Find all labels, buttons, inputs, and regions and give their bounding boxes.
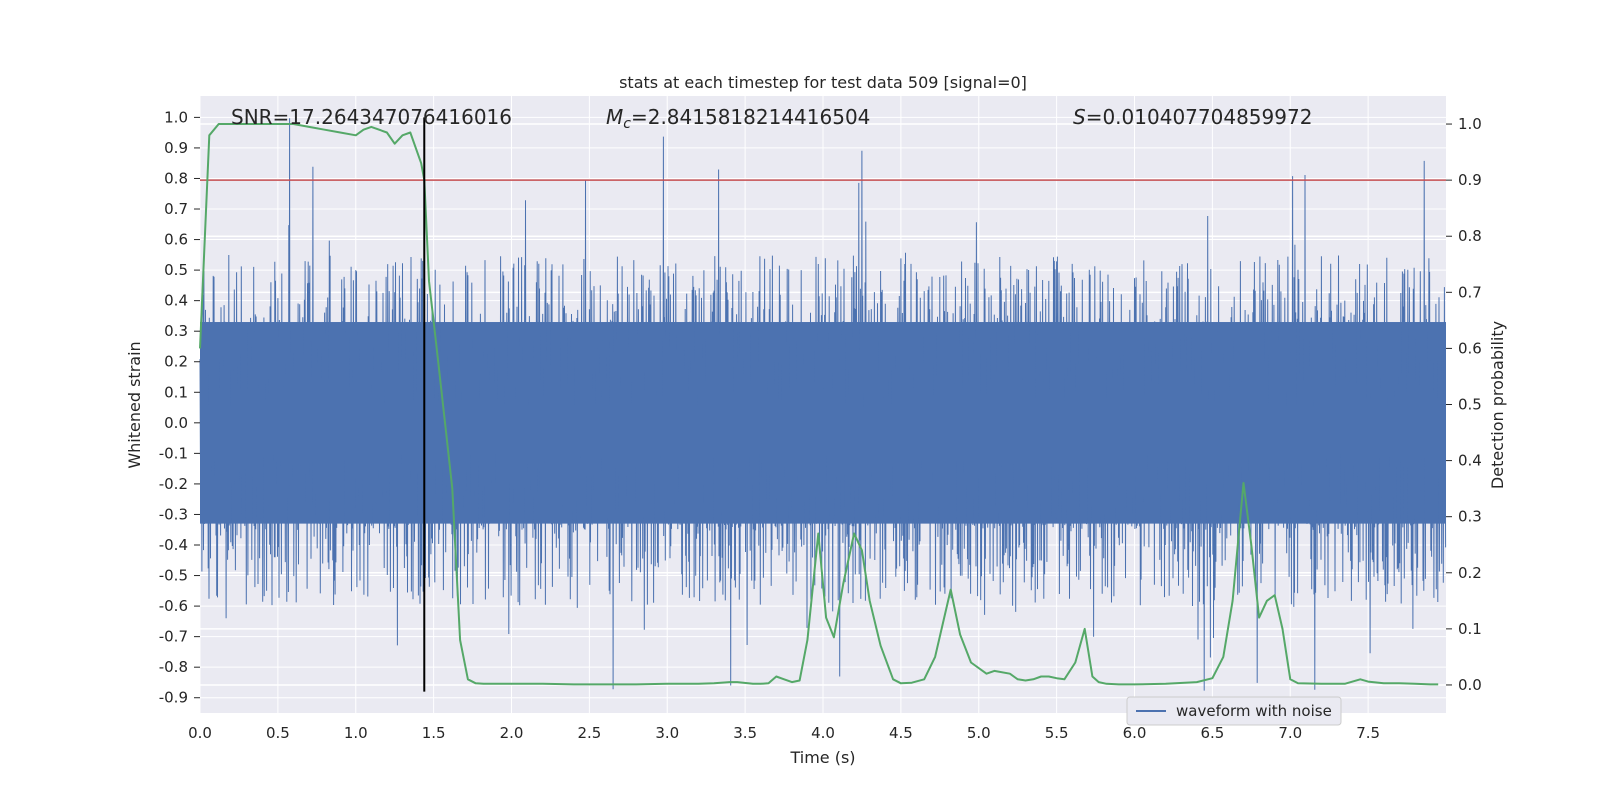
x-tick-label: 7.0 (1278, 724, 1302, 742)
y-tick-label: -0.8 (159, 658, 188, 676)
y2-tick-label: 0.1 (1458, 620, 1482, 638)
legend-label: waveform with noise (1176, 702, 1332, 720)
y2-tick-label: 0.2 (1458, 564, 1482, 582)
probability-layer (199, 123, 1439, 686)
y-tick-label: 1.0 (164, 108, 188, 126)
legend: waveform with noise (1126, 696, 1342, 726)
chirp-mass-symbol: M (606, 105, 623, 129)
tick-labels: 0.0 0.5 1.0 1.5 2.0 2.5 3.0 3.5 4.0 4.5 5.0 5.5 6.0 6… (159, 108, 1482, 742)
y-tick-label: -0.7 (159, 628, 188, 646)
y-axis-label: Whitened strain (125, 341, 144, 468)
y-tick-label: -0.9 (159, 689, 188, 707)
y2-tick-label: 0.3 (1458, 508, 1482, 526)
legend-box (1126, 696, 1342, 726)
y-tick-label: -0.3 (159, 505, 188, 523)
y2-tick-label: 0.4 (1458, 452, 1482, 470)
y-tick-label: -0.4 (159, 536, 188, 554)
y2-tick-label: 0.6 (1458, 339, 1482, 357)
x-tick-label: 4.5 (889, 724, 913, 742)
x-tick-label: 0.5 (266, 724, 290, 742)
strain-series (199, 118, 1447, 691)
x-tick-label: 1.5 (422, 724, 446, 742)
y-tick-label: 0.4 (164, 292, 188, 310)
s-value: =0.010407704859972 (1086, 105, 1313, 129)
y-tick-label: 0.3 (164, 322, 188, 340)
detection-probability-line (199, 123, 1439, 686)
y-tick-label: -0.5 (159, 567, 188, 585)
x-tick-label: 7.5 (1356, 724, 1380, 742)
y2-tick-label: 0.8 (1458, 227, 1482, 245)
chirp-mass-subscript: c (623, 116, 631, 132)
x-tick-label: 2.0 (500, 724, 524, 742)
y-tick-label: 0.7 (164, 200, 188, 218)
y-tick-label: 0.0 (164, 414, 188, 432)
y-tick-label: 0.5 (164, 261, 188, 279)
x-tick-label: 3.0 (655, 724, 679, 742)
snr-annotation: SNR=17.264347076416016 (231, 105, 512, 129)
y-tick-label: 0.2 (164, 353, 188, 371)
x-tick-label: 5.0 (967, 724, 991, 742)
s-annotation: S=0.010407704859972 (1073, 105, 1312, 129)
y-tick-label: 0.1 (164, 383, 188, 401)
y-tick-label: 0.8 (164, 169, 188, 187)
chirp-mass-value: =2.8415818214416504 (631, 105, 870, 129)
x-tick-label: 3.5 (733, 724, 757, 742)
s-symbol: S (1073, 105, 1086, 129)
x-axis-label: Time (s) (789, 748, 855, 767)
x-tick-label: 0.0 (188, 724, 212, 742)
x-tick-label: 1.0 (344, 724, 368, 742)
y2-tick-label: 0.5 (1458, 396, 1482, 414)
y2-tick-label: 0.9 (1458, 171, 1482, 189)
x-tick-label: 6.5 (1200, 724, 1224, 742)
y2-tick-label: 1.0 (1458, 115, 1482, 133)
y2-tick-label: 0.0 (1458, 676, 1482, 694)
y-tick-label: 0.9 (164, 139, 188, 157)
y-tick-label: -0.6 (159, 597, 188, 615)
y2-tick-label: 0.7 (1458, 283, 1482, 301)
x-tick-label: 4.0 (811, 724, 835, 742)
y-tick-label: -0.2 (159, 475, 188, 493)
y2-axis-label: Detection probability (1488, 321, 1507, 489)
strain-waveform-line (199, 118, 1447, 691)
x-tick-label: 6.0 (1123, 724, 1147, 742)
chart-title: stats at each timestep for test data 509… (619, 73, 1027, 92)
y-tick-label: 0.6 (164, 231, 188, 249)
x-tick-label: 5.5 (1045, 724, 1069, 742)
chirp-mass-annotation: Mc=2.8415818214416504 (606, 105, 870, 132)
x-tick-label: 2.5 (577, 724, 601, 742)
y-tick-label: -0.1 (159, 444, 188, 462)
